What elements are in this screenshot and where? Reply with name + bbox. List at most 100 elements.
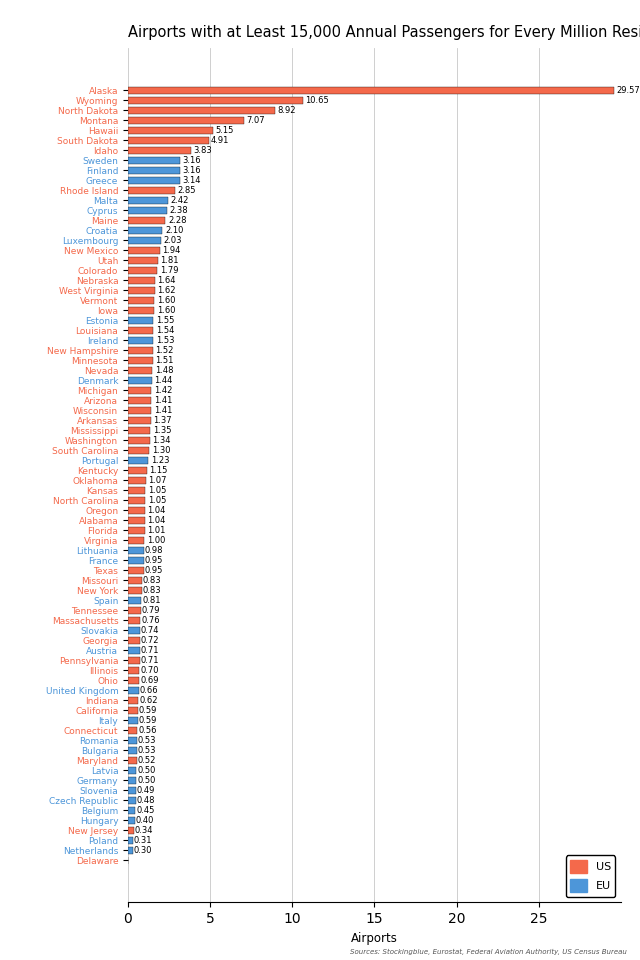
Text: 1.55: 1.55 — [156, 316, 174, 324]
Bar — [128, 217, 166, 224]
Bar — [128, 127, 212, 133]
Bar — [128, 756, 136, 763]
Text: 29.57: 29.57 — [616, 85, 640, 95]
Text: 3.14: 3.14 — [182, 176, 200, 185]
Text: 0.83: 0.83 — [143, 586, 161, 594]
Text: 3.16: 3.16 — [182, 156, 201, 165]
Bar — [128, 616, 141, 624]
Text: 1.41: 1.41 — [154, 406, 172, 415]
Bar — [128, 516, 145, 524]
Bar — [128, 367, 152, 373]
Text: 0.53: 0.53 — [138, 746, 156, 755]
Bar — [128, 657, 140, 663]
Bar — [128, 527, 145, 534]
Text: 0.98: 0.98 — [145, 545, 163, 555]
Text: 0.50: 0.50 — [137, 776, 156, 784]
Text: 0.52: 0.52 — [138, 756, 156, 764]
Bar — [128, 487, 145, 493]
Bar — [128, 677, 140, 684]
Bar — [128, 647, 140, 654]
Bar — [128, 376, 152, 384]
Bar — [128, 686, 139, 694]
Bar — [128, 227, 163, 234]
Text: 1.04: 1.04 — [148, 506, 166, 515]
Text: 2.10: 2.10 — [165, 226, 183, 235]
Bar — [128, 137, 209, 144]
Bar — [128, 297, 154, 303]
Bar — [128, 627, 140, 634]
Bar — [128, 806, 136, 813]
Bar — [128, 697, 138, 704]
Bar — [128, 847, 133, 853]
Bar — [128, 396, 151, 404]
Bar — [128, 387, 151, 394]
Text: 0.49: 0.49 — [137, 785, 156, 795]
Text: 1.00: 1.00 — [147, 536, 165, 544]
Text: 2.03: 2.03 — [164, 236, 182, 245]
Text: 1.30: 1.30 — [152, 445, 170, 455]
Bar — [128, 537, 145, 543]
Text: 1.51: 1.51 — [156, 356, 173, 365]
Bar — [128, 836, 133, 844]
Text: 7.07: 7.07 — [246, 116, 265, 125]
Bar — [128, 287, 155, 294]
Text: 3.16: 3.16 — [182, 166, 201, 175]
Bar — [128, 107, 275, 114]
Bar — [128, 147, 191, 154]
Text: Sources: Stockingblue, Eurostat, Federal Aviation Authority, US Census Bureau: Sources: Stockingblue, Eurostat, Federal… — [350, 949, 627, 955]
Bar — [128, 507, 145, 514]
Text: 0.72: 0.72 — [141, 636, 159, 645]
Text: 1.48: 1.48 — [155, 366, 173, 374]
Bar — [128, 187, 175, 194]
Text: 0.59: 0.59 — [138, 706, 157, 714]
Bar — [128, 177, 180, 183]
Text: 3.83: 3.83 — [193, 146, 212, 155]
Bar — [128, 307, 154, 314]
Bar — [128, 237, 161, 244]
Bar — [128, 707, 138, 713]
Text: 0.45: 0.45 — [136, 805, 155, 815]
Bar — [128, 357, 153, 364]
Text: 0.81: 0.81 — [142, 595, 161, 605]
Bar — [128, 797, 136, 804]
Text: 0.48: 0.48 — [137, 796, 156, 804]
Bar — [128, 827, 134, 833]
Text: 1.54: 1.54 — [156, 325, 174, 335]
Text: 0.76: 0.76 — [141, 615, 160, 625]
Text: 5.15: 5.15 — [215, 126, 234, 134]
Bar — [128, 426, 150, 434]
Text: 1.44: 1.44 — [154, 375, 173, 385]
Text: 0.71: 0.71 — [141, 646, 159, 655]
Bar — [128, 197, 168, 204]
Text: 0.50: 0.50 — [137, 765, 156, 775]
Bar — [128, 457, 148, 464]
Text: 1.64: 1.64 — [157, 276, 176, 285]
Text: 0.31: 0.31 — [134, 835, 152, 845]
Text: 1.41: 1.41 — [154, 396, 172, 405]
Bar — [128, 326, 154, 334]
Bar — [128, 597, 141, 604]
Bar — [128, 206, 167, 214]
Bar — [128, 557, 143, 564]
Text: 1.35: 1.35 — [152, 425, 171, 435]
Text: 0.30: 0.30 — [134, 846, 152, 854]
Text: 0.56: 0.56 — [138, 726, 157, 734]
Bar — [128, 437, 150, 444]
Bar — [128, 97, 303, 104]
Bar — [128, 747, 137, 754]
Bar — [128, 496, 145, 504]
Legend: US, EU: US, EU — [566, 855, 615, 897]
Text: 1.79: 1.79 — [160, 266, 179, 275]
Text: 2.85: 2.85 — [177, 186, 196, 195]
Text: 0.95: 0.95 — [145, 556, 163, 564]
Bar — [128, 407, 151, 414]
Text: 1.37: 1.37 — [153, 416, 172, 424]
Bar — [128, 566, 143, 574]
Text: 1.94: 1.94 — [163, 246, 180, 254]
Bar — [128, 347, 153, 353]
Text: 1.53: 1.53 — [156, 336, 174, 345]
Bar — [128, 577, 141, 584]
Bar — [128, 467, 147, 473]
Text: 0.83: 0.83 — [143, 576, 161, 585]
Text: 1.34: 1.34 — [152, 436, 171, 444]
